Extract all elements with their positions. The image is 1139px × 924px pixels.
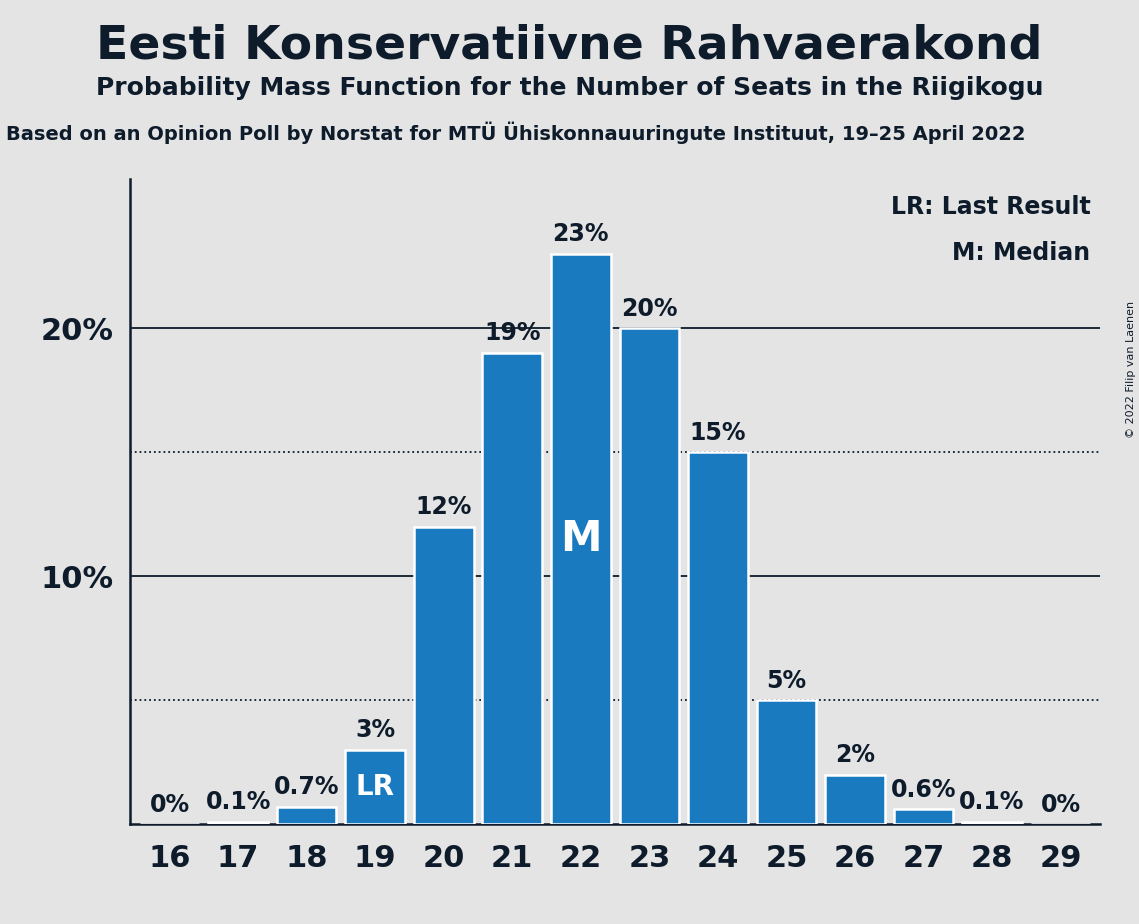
Text: 5%: 5% (767, 669, 806, 693)
Text: 0.1%: 0.1% (205, 790, 271, 814)
Text: 0.6%: 0.6% (891, 778, 957, 802)
Bar (962, 821, 1022, 824)
Text: 0%: 0% (1040, 793, 1081, 817)
Text: 3%: 3% (355, 718, 395, 742)
Text: Based on an Opinion Poll by Norstat for MTÜ Ühiskonnauuringute Instituut, 19–25 : Based on an Opinion Poll by Norstat for … (6, 122, 1025, 144)
Text: 12%: 12% (416, 495, 472, 519)
Bar (208, 821, 268, 824)
Bar (345, 749, 405, 824)
Bar (620, 328, 679, 824)
Bar (413, 527, 474, 824)
Bar (894, 809, 953, 824)
Bar (551, 254, 611, 824)
Bar (756, 700, 817, 824)
Text: LR: LR (355, 773, 395, 801)
Text: 20%: 20% (621, 297, 678, 321)
Text: 0.1%: 0.1% (959, 790, 1025, 814)
Bar (277, 807, 336, 824)
Text: 23%: 23% (552, 223, 609, 246)
Text: 19%: 19% (484, 322, 541, 346)
Text: 2%: 2% (835, 743, 875, 767)
Text: © 2022 Filip van Laenen: © 2022 Filip van Laenen (1126, 301, 1136, 438)
Bar (483, 353, 542, 824)
Bar (825, 774, 885, 824)
Text: LR: Last Result: LR: Last Result (891, 195, 1090, 219)
Bar (688, 452, 747, 824)
Text: M: Median: M: Median (952, 240, 1090, 264)
Text: 15%: 15% (689, 420, 746, 444)
Text: M: M (560, 518, 601, 560)
Text: Probability Mass Function for the Number of Seats in the Riigikogu: Probability Mass Function for the Number… (96, 76, 1043, 100)
Text: Eesti Konservatiivne Rahvaerakond: Eesti Konservatiivne Rahvaerakond (97, 23, 1042, 68)
Text: 0%: 0% (149, 793, 190, 817)
Text: 0.7%: 0.7% (273, 775, 339, 799)
